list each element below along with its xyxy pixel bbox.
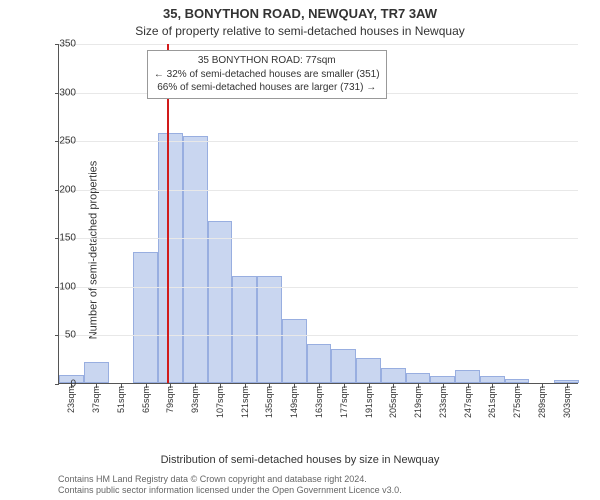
y-tick-label: 300 — [46, 87, 76, 98]
histogram-bar — [282, 319, 307, 383]
x-tick-label: 191sqm — [364, 386, 374, 418]
x-tick-label: 261sqm — [487, 386, 497, 418]
x-tick-label: 289sqm — [537, 386, 547, 418]
chart-subtitle: Size of property relative to semi-detach… — [0, 24, 600, 38]
histogram-bar — [183, 136, 208, 383]
y-tick-label: 250 — [46, 136, 76, 147]
x-tick-label: 177sqm — [339, 386, 349, 418]
x-tick-label: 51sqm — [116, 386, 126, 413]
chart-title: 35, BONYTHON ROAD, NEWQUAY, TR7 3AW — [0, 6, 600, 21]
histogram-bar — [133, 252, 158, 383]
y-tick-label: 50 — [46, 330, 76, 341]
annotation-line: 35 BONYTHON ROAD: 77sqm — [154, 54, 380, 68]
histogram-bar — [480, 376, 505, 383]
chart-container: 35, BONYTHON ROAD, NEWQUAY, TR7 3AW Size… — [0, 0, 600, 500]
x-tick-label: 163sqm — [314, 386, 324, 418]
histogram-bar — [331, 349, 356, 383]
histogram-bar — [208, 221, 233, 383]
histogram-bar — [232, 276, 257, 383]
x-tick-label: 247sqm — [463, 386, 473, 418]
footer-line-1: Contains HM Land Registry data © Crown c… — [58, 474, 590, 485]
x-tick-label: 79sqm — [165, 386, 175, 413]
histogram-bar — [257, 276, 282, 383]
histogram-bar — [84, 362, 109, 383]
y-tick-label: 0 — [46, 379, 76, 390]
y-tick-label: 200 — [46, 184, 76, 195]
y-tick-label: 350 — [46, 39, 76, 50]
histogram-bar — [406, 373, 431, 383]
x-axis-label: Distribution of semi-detached houses by … — [0, 454, 600, 466]
x-tick-label: 65sqm — [141, 386, 151, 413]
x-tick-label: 107sqm — [215, 386, 225, 418]
x-tick-label: 275sqm — [512, 386, 522, 418]
footer-line-2: Contains public sector information licen… — [58, 485, 590, 496]
histogram-bar — [158, 133, 183, 383]
histogram-bar — [430, 376, 455, 383]
y-tick-label: 150 — [46, 233, 76, 244]
annotation-box: 35 BONYTHON ROAD: 77sqm← 32% of semi-det… — [147, 50, 387, 99]
y-tick-label: 100 — [46, 281, 76, 292]
histogram-bar — [505, 379, 530, 383]
histogram-bar — [307, 344, 332, 383]
grid-line — [59, 238, 578, 239]
annotation-line: ← 32% of semi-detached houses are smalle… — [154, 68, 380, 82]
annotation-line: 66% of semi-detached houses are larger (… — [154, 81, 380, 95]
plot-area: 23sqm37sqm51sqm65sqm79sqm93sqm107sqm121s… — [58, 44, 578, 384]
grid-line — [59, 190, 578, 191]
x-tick-label: 135sqm — [264, 386, 274, 418]
x-tick-label: 37sqm — [91, 386, 101, 413]
footer-attribution: Contains HM Land Registry data © Crown c… — [58, 474, 590, 497]
grid-line — [59, 287, 578, 288]
histogram-bar — [381, 368, 406, 383]
x-tick-label: 219sqm — [413, 386, 423, 418]
grid-line — [59, 44, 578, 45]
x-tick-label: 23sqm — [66, 386, 76, 413]
x-tick-label: 121sqm — [240, 386, 250, 418]
grid-line — [59, 335, 578, 336]
histogram-bar — [356, 358, 381, 383]
histogram-bar — [554, 380, 579, 383]
histogram-bar — [455, 370, 480, 383]
x-tick-label: 149sqm — [289, 386, 299, 418]
x-tick-label: 233sqm — [438, 386, 448, 418]
x-tick-label: 205sqm — [388, 386, 398, 418]
x-tick-label: 303sqm — [562, 386, 572, 418]
grid-line — [59, 141, 578, 142]
x-tick-label: 93sqm — [190, 386, 200, 413]
